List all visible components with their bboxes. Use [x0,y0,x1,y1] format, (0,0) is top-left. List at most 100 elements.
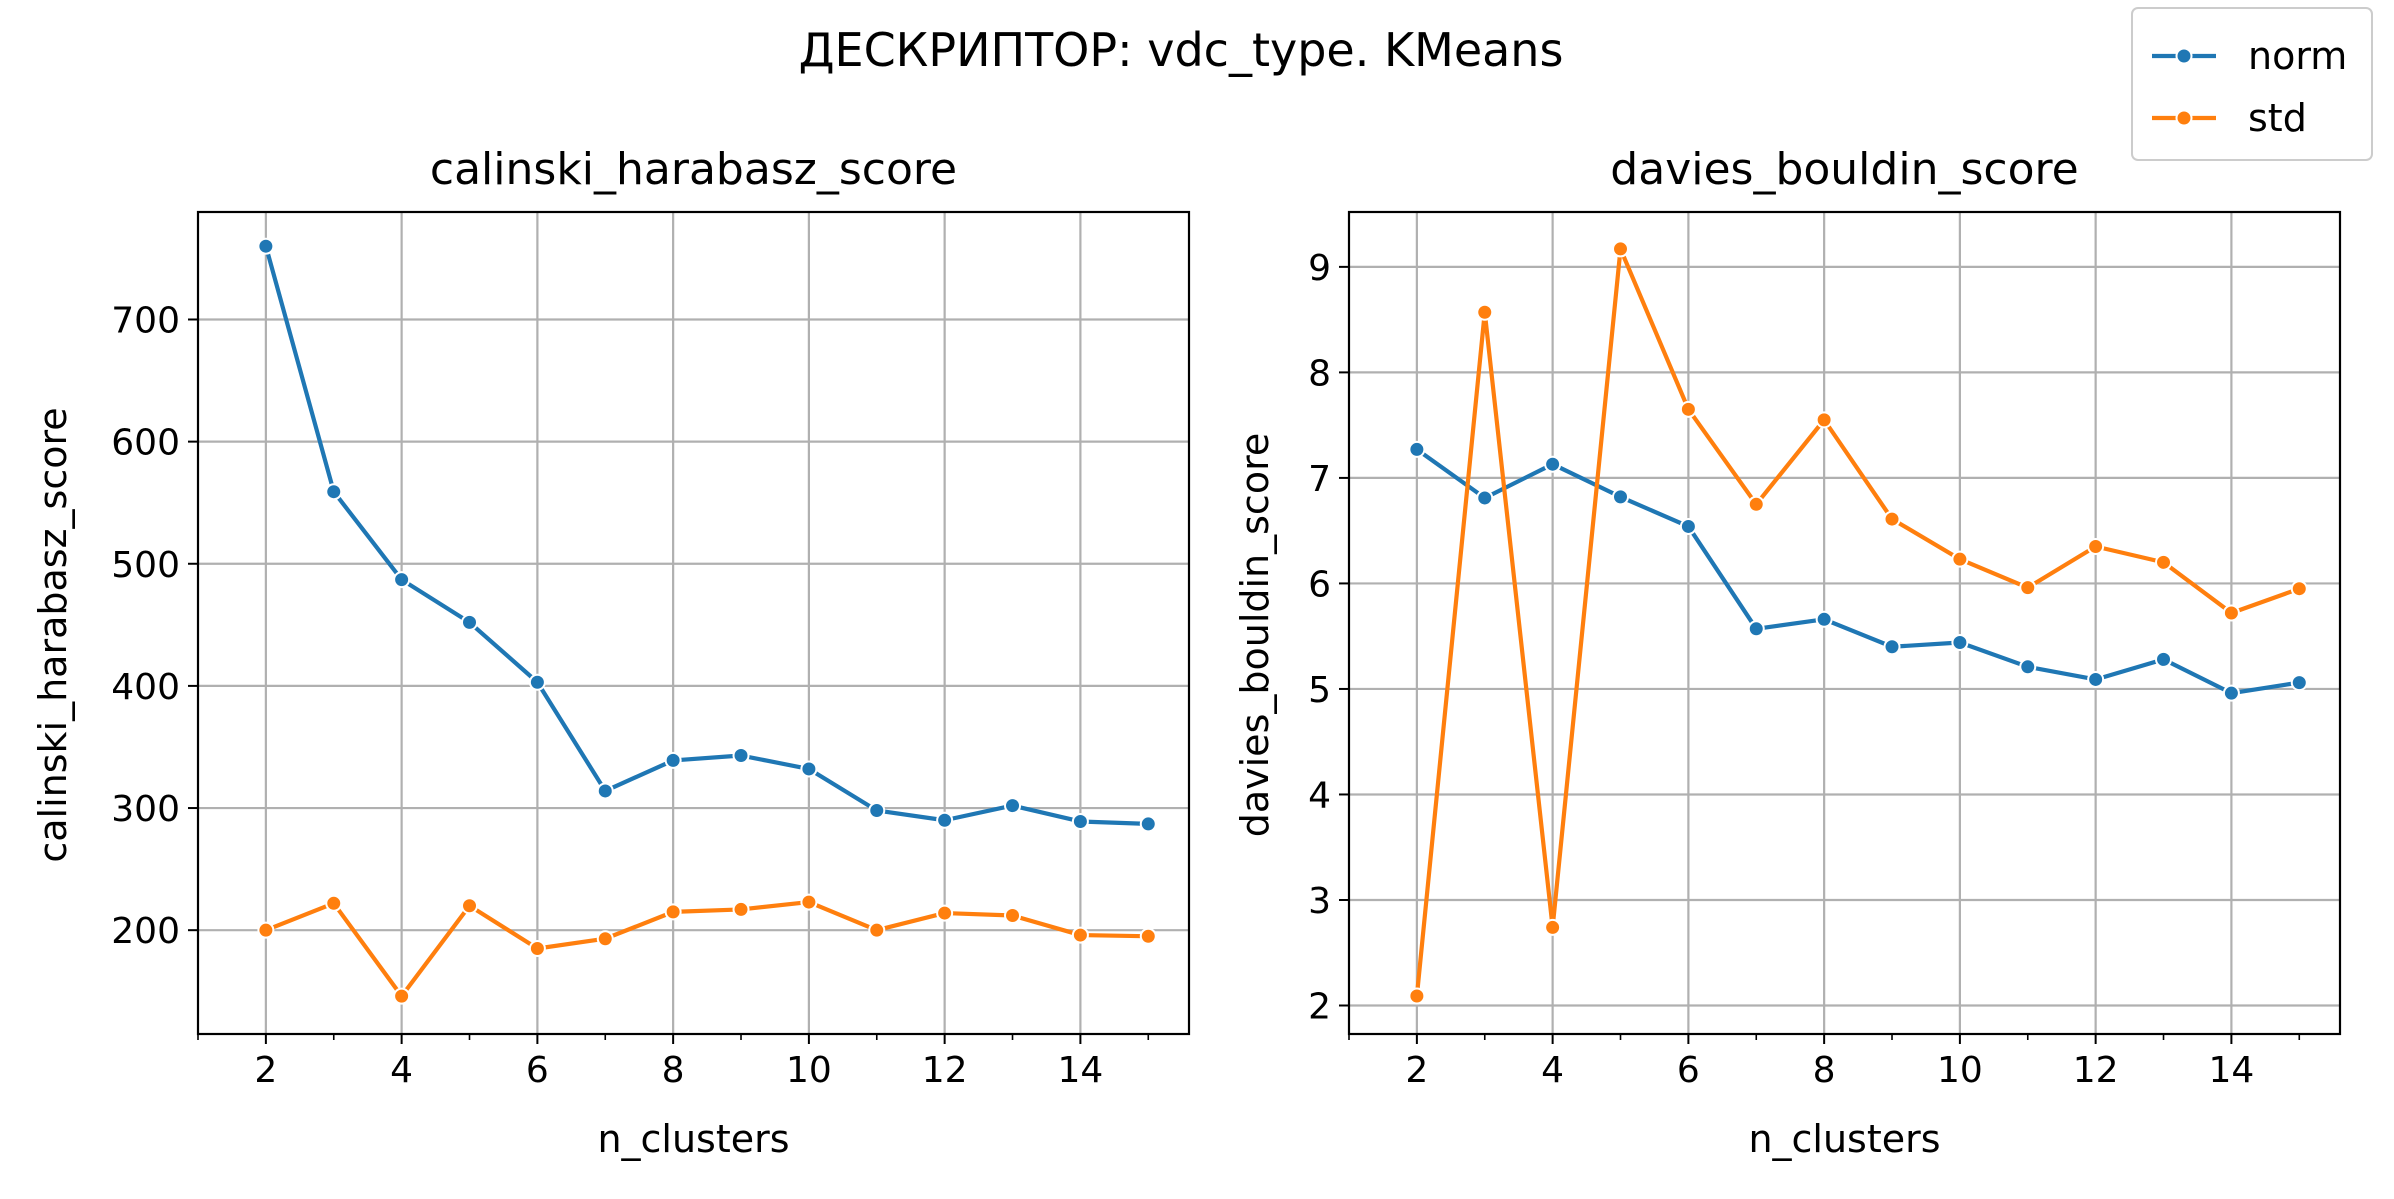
legend: norm std [2131,7,2373,161]
data-point-norm [596,782,614,800]
y-tick-label: 200 [111,911,180,952]
data-point-std [2019,579,2037,597]
y-tick-label: 9 [1308,248,1331,289]
data-point-std [1815,411,1833,429]
y-tick-label: 2 [1308,987,1331,1028]
data-point-norm [2222,684,2240,702]
data-point-std [1747,495,1765,513]
subplot-2: 2 4 6 8 10 12 14 2 3 4 5 6 7 8 9 davies_bouldin_score n_… [1233,144,2342,1161]
legend-label-std: std [2248,96,2307,140]
data-point-std [1951,550,1969,568]
x-tick-label: 6 [1677,1050,1700,1091]
data-point-norm [257,237,275,255]
x-tick-label: 6 [526,1050,549,1091]
x-tick-label: 12 [2073,1050,2119,1091]
x-axis-label: n_clusters [1748,1117,1940,1161]
x-tick-label: 4 [1541,1050,1564,1091]
axes-frame [1347,210,2342,1036]
data-point-norm [2290,674,2308,692]
x-tick-label: 8 [1813,1050,1836,1091]
legend-marker-norm [2175,47,2193,65]
series-norm [257,237,1157,833]
data-point-std [1612,240,1630,258]
series-line-norm [263,244,1151,827]
y-tick-label: 400 [111,667,180,708]
data-point-std [2222,604,2240,622]
data-point-std [393,987,411,1005]
subplot-title: davies_bouldin_score [1610,144,2078,195]
y-tick-label: 5 [1308,670,1331,711]
data-point-norm [732,747,750,765]
legend-label-norm: norm [2248,34,2347,78]
data-point-std [2087,537,2105,555]
y-tick-label: 7 [1308,459,1331,500]
data-point-norm [1476,489,1494,507]
y-tick-label: 500 [111,545,180,586]
x-tick-label: 10 [786,1050,832,1091]
series-line-std [1414,246,2302,999]
data-point-norm [393,571,411,589]
legend-marker-std [2175,109,2193,127]
series-std [257,893,1157,1005]
y-tick-label: 6 [1308,564,1331,605]
x-tick-label: 12 [922,1050,968,1091]
data-point-std [732,900,750,918]
data-point-norm [1747,620,1765,638]
data-point-norm [1544,455,1562,473]
data-point-norm [1004,797,1022,815]
data-point-norm [325,483,343,501]
legend-box [2131,7,2373,161]
data-point-std [1408,987,1426,1005]
data-point-std [1476,303,1494,321]
data-point-std [461,897,479,915]
x-tick-label: 2 [1405,1050,1428,1091]
data-point-std [1004,907,1022,925]
data-point-norm [1951,634,1969,652]
data-point-norm [1071,812,1089,830]
data-point-std [2290,580,2308,598]
x-tick-label: 4 [390,1050,413,1091]
data-point-norm [868,801,886,819]
data-point-norm [664,751,682,769]
data-point-std [596,930,614,948]
data-point-std [2155,553,2173,571]
y-axis-label: davies_bouldin_score [1233,433,1277,838]
y-tick-label: 600 [111,423,180,464]
data-point-norm [936,811,954,829]
subplot-title: calinski_harabasz_score [430,144,957,195]
data-point-norm [800,760,818,778]
series-line-norm [1414,447,2302,696]
data-point-norm [1679,517,1697,535]
data-point-norm [528,673,546,691]
data-point-std [325,894,343,912]
data-point-norm [1815,610,1833,628]
data-point-std [800,893,818,911]
data-point-std [1139,927,1157,945]
x-tick-label: 8 [662,1050,685,1091]
y-tick-label: 300 [111,789,180,830]
x-tick-label: 14 [2208,1050,2254,1091]
x-tick-label: 10 [1937,1050,1983,1091]
data-point-std [868,921,886,939]
data-point-norm [1883,638,1901,656]
x-tick-label: 2 [254,1050,277,1091]
axes-frame [196,210,1191,1036]
data-point-std [1071,926,1089,944]
subplot-1: 2 4 6 8 10 12 14 200 300 400 500 600 700 calinski_har… [31,144,1191,1161]
figure-suptitle: ДЕСКРИПТОР: vdc_type. KMeans [799,23,1564,77]
data-point-std [528,940,546,958]
data-point-norm [2155,650,2173,668]
series-norm [1408,440,2308,702]
y-tick-label: 700 [111,300,180,341]
y-tick-label: 8 [1308,353,1331,394]
series-line-std [263,899,1151,999]
data-point-norm [1408,440,1426,458]
series-std [1408,240,2308,1005]
y-tick-label: 3 [1308,881,1331,922]
x-tick-label: 14 [1057,1050,1103,1091]
data-point-std [257,921,275,939]
subplots: 2 4 6 8 10 12 14 200 300 400 500 600 700 calinski_har… [31,144,2342,1161]
data-point-std [1883,510,1901,528]
